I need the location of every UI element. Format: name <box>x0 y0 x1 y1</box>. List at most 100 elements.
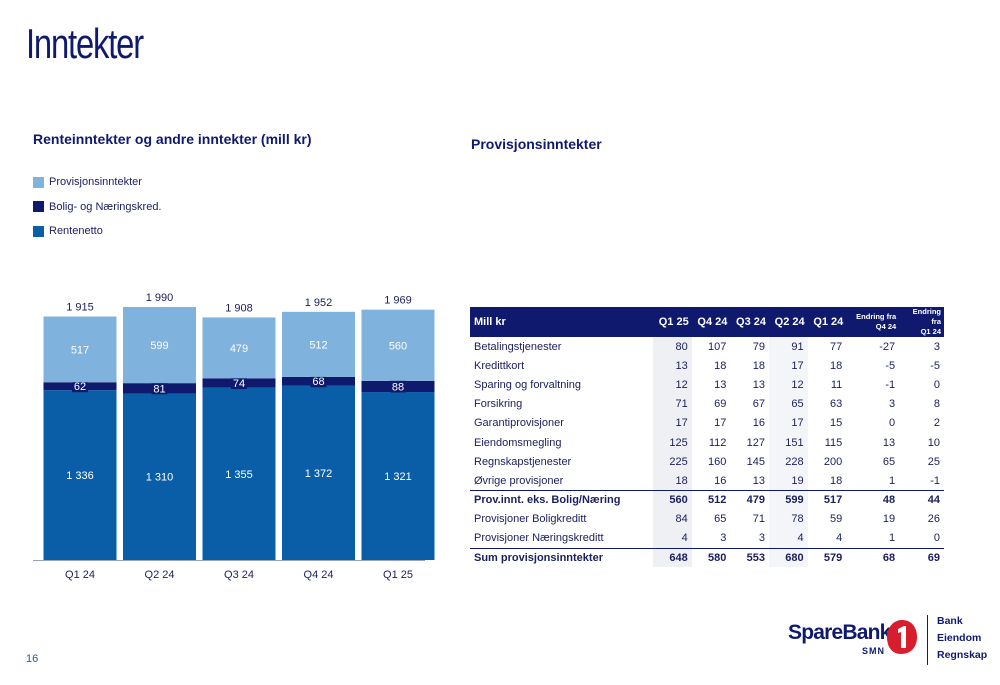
legend-item-rentenetto: Rentenetto <box>33 219 162 244</box>
row-label: Garantiprovisjoner <box>474 417 564 430</box>
table-cell: 77 <box>830 340 843 353</box>
bar-total-label: 1 990 <box>146 292 174 304</box>
x-tick-label: Q1 25 <box>383 569 413 581</box>
segment-value-label: 74 <box>233 378 245 390</box>
table-cell: 3 <box>933 340 940 353</box>
table-cell: 18 <box>752 359 765 372</box>
header-q4-24: Q4 24 <box>691 307 731 337</box>
segment-value-label: 1 372 <box>305 468 333 480</box>
table-row: Øvrige provisjoner 18 16 13 19 18 1 -1 <box>470 471 944 491</box>
segment-value-label: 81 <box>153 383 165 395</box>
table-cell: 599 <box>769 489 808 510</box>
table-cell: 125 <box>653 432 692 453</box>
bar-segment <box>202 317 276 379</box>
table-title: Provisjonsinntekter <box>471 136 602 152</box>
bar-total-label: 1 915 <box>66 302 94 314</box>
row-label: Forsikring <box>474 398 523 411</box>
table-cell: 17 <box>653 413 692 433</box>
page-number: 16 <box>26 653 39 665</box>
segment-label-box <box>231 376 247 390</box>
table-cell: 15 <box>830 417 843 430</box>
bar-segment <box>361 392 435 560</box>
table-row: Sum provisjonsinntekter 648 580 553 680 579 68… <box>470 547 944 568</box>
segment-label-box <box>72 379 88 393</box>
table-row: Regnskapstjenester 225 160 145 228 200 65 25 <box>470 452 944 472</box>
table-cell: 11 <box>830 378 843 391</box>
logo-line-bank: Bank <box>937 615 963 627</box>
table-cell: 16 <box>714 474 727 487</box>
logo-one-icon <box>887 620 917 654</box>
table-cell: 553 <box>730 547 769 568</box>
table-body: Betalingstjenester 80 107 79 91 77 -27 3 Kreditt… <box>470 337 944 568</box>
row-label: Øvrige provisjoner <box>474 474 564 487</box>
segment-value-label: 1 321 <box>384 471 412 483</box>
table-cell: 69 <box>714 398 727 411</box>
bar-total-label: 1 908 <box>225 302 253 314</box>
logo-brand: SpareBank <box>788 621 891 644</box>
table-row: Forsikring 71 69 67 65 63 3 8 <box>470 394 944 414</box>
page-title: Inntekter <box>26 20 144 67</box>
row-label: Eiendomsmegling <box>474 436 562 449</box>
row-label: Prov.innt. eks. Bolig/Næring <box>470 489 654 510</box>
header-q2-24: Q2 24 <box>769 307 808 337</box>
table-cell: 71 <box>752 513 765 526</box>
table-cell: 68 <box>846 547 900 568</box>
segment-label-box <box>151 381 168 395</box>
segment-value-label: 1 355 <box>225 469 253 481</box>
table-cell: 517 <box>807 489 847 510</box>
row-label: Sparing og forvaltning <box>474 378 582 391</box>
bar-total-label: 1 969 <box>384 295 412 307</box>
table-cell: 0 <box>933 532 940 545</box>
legend-label: Provisjonsinntekter <box>49 176 142 189</box>
table-cell: 69 <box>899 547 944 568</box>
table-cell: 8 <box>933 398 940 411</box>
header-q1-24: Q1 24 <box>807 307 847 337</box>
table-cell: 3 <box>720 532 727 545</box>
table-cell: 0 <box>933 378 940 391</box>
table-cell: 59 <box>830 513 843 526</box>
table-cell: 4 <box>653 528 692 549</box>
bar-segment <box>282 385 355 560</box>
bar-segment <box>43 316 117 383</box>
table-row: Eiendomsmegling 125 112 127 151 115 13 10 <box>470 432 944 453</box>
segment-value-label: 1 336 <box>66 470 94 482</box>
segment-value-label: 517 <box>71 344 89 356</box>
table-cell: 16 <box>752 417 765 430</box>
header-endring-line2: Q1 24 <box>920 327 941 336</box>
table-cell: 19 <box>882 513 896 526</box>
table-cell: 228 <box>769 452 808 472</box>
table-cell: 4 <box>836 532 843 545</box>
table-cell: -1 <box>930 474 940 487</box>
table-cell: 0 <box>889 417 896 430</box>
table-cell: 13 <box>653 356 692 376</box>
table-cell: 17 <box>769 356 808 376</box>
table-cell: 91 <box>769 337 808 357</box>
table-row: Betalingstjenester 80 107 79 91 77 -27 3 <box>470 337 944 357</box>
table-row: Kredittkort 13 18 18 17 18 -5 -5 <box>470 356 944 376</box>
header-endring-q4-24: Endring fra Q4 24 <box>846 307 900 337</box>
table-cell: 1 <box>889 474 896 487</box>
header-q1-25: Q1 25 <box>653 307 692 337</box>
table-cell: 112 <box>708 436 727 449</box>
segment-value-label: 88 <box>392 381 404 393</box>
chart-legend: Provisjonsinntekter Bolig- og Næringskre… <box>33 170 162 244</box>
table-cell: 107 <box>708 340 727 353</box>
table-cell: 127 <box>746 436 765 449</box>
logo-smn: SMN <box>862 646 885 656</box>
table-cell: 79 <box>752 340 765 353</box>
table-cell: 48 <box>846 489 900 510</box>
table-cell: 44 <box>899 489 944 510</box>
sparebank-logo: SpareBank SMN Bank Eiendom Regnskap <box>788 613 988 668</box>
bar-segment <box>282 311 355 377</box>
table-cell: 18 <box>830 359 843 372</box>
stacked-bar-chart: 1 336 62 517 1 915 Q1 24 1 310 81 599 1 990 Q2 24… <box>33 292 435 581</box>
table-cell: 71 <box>653 394 692 414</box>
segment-value-label: 1 310 <box>146 472 174 484</box>
table-cell: 648 <box>653 547 692 568</box>
logo-line-eiendom: Eiendom <box>937 632 982 644</box>
table-cell: 13 <box>752 474 765 487</box>
table-cell: 580 <box>691 547 731 568</box>
row-label: Provisjoner Boligkreditt <box>474 513 587 526</box>
row-label: Sum provisjonsinntekter <box>470 547 654 568</box>
table-cell: 160 <box>708 455 727 468</box>
